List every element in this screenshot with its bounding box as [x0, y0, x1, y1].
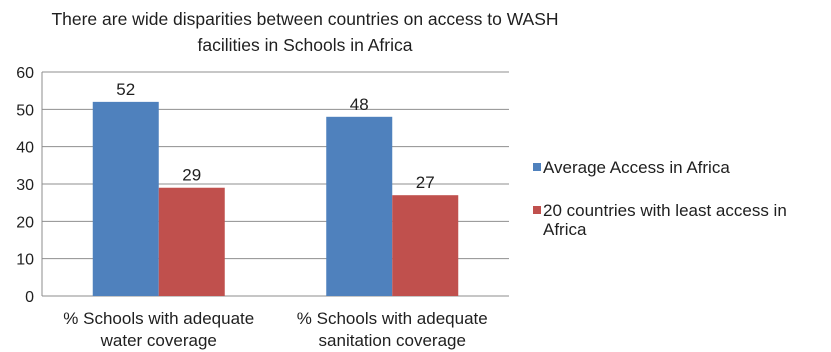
data-label: 48: [350, 95, 369, 114]
data-label: 29: [182, 166, 201, 185]
y-tick-label: 60: [16, 65, 34, 82]
data-label: 52: [116, 80, 135, 99]
legend-label-series-1: Average Access in Africa: [543, 158, 730, 177]
legend-item-series-2: 20 countries with least access in Africa: [533, 201, 831, 239]
category-label: sanitation coverage: [319, 331, 466, 350]
y-tick-label: 20: [16, 214, 34, 231]
y-tick-label: 30: [16, 177, 34, 194]
legend-item-series-1: Average Access in Africa: [533, 158, 831, 177]
y-tick-label: 10: [16, 252, 34, 269]
legend: Average Access in Africa 20 countries wi…: [533, 158, 831, 263]
legend-label-series-2: 20 countries with least access in Africa: [543, 201, 787, 239]
bar: [92, 101, 159, 296]
y-tick-label: 0: [25, 289, 34, 306]
category-label: % Schools with adequate: [63, 309, 254, 328]
y-tick-label: 40: [16, 140, 34, 157]
bar: [326, 116, 393, 296]
bar: [158, 187, 225, 296]
category-label: % Schools with adequate: [297, 309, 488, 328]
legend-swatch-series-1: [533, 163, 541, 171]
y-tick-label: 50: [16, 102, 34, 119]
legend-swatch-series-2: [533, 206, 541, 214]
bar: [392, 195, 459, 296]
data-label: 27: [416, 173, 435, 192]
chart-title: There are wide disparities between count…: [51, 9, 559, 55]
category-label: water coverage: [100, 331, 217, 350]
